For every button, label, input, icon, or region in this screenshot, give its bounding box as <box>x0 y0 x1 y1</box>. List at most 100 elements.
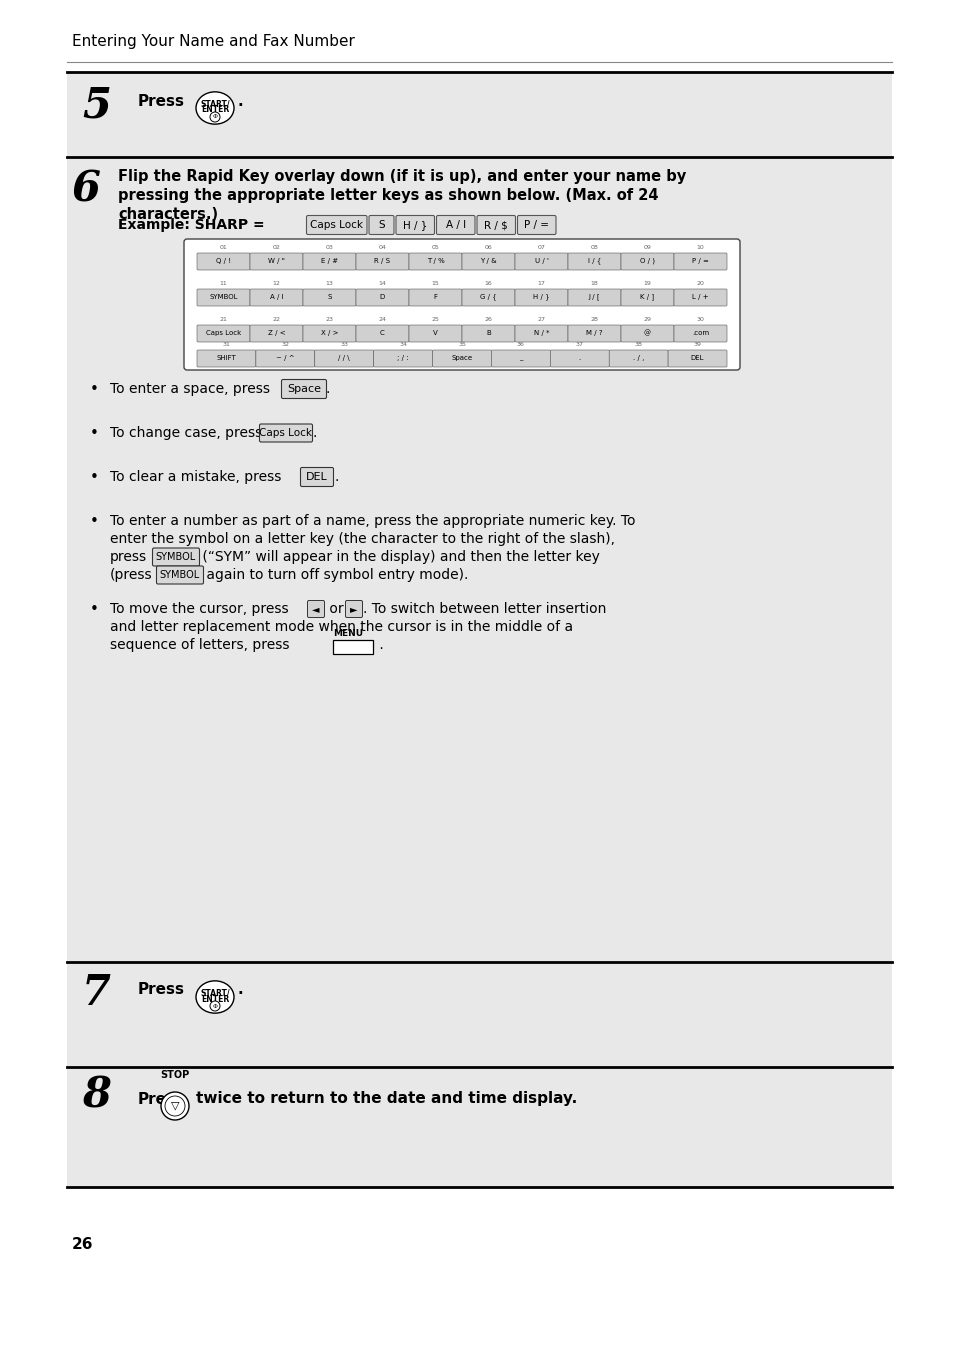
Text: 11: 11 <box>219 281 227 287</box>
Text: 22: 22 <box>273 316 280 322</box>
FancyBboxPatch shape <box>355 289 409 306</box>
Text: or: or <box>325 602 343 617</box>
Text: •: • <box>90 383 99 397</box>
FancyBboxPatch shape <box>461 324 515 342</box>
FancyBboxPatch shape <box>550 350 609 366</box>
Text: 39: 39 <box>693 342 700 347</box>
FancyBboxPatch shape <box>355 324 409 342</box>
Text: 37: 37 <box>576 342 583 347</box>
Text: 03: 03 <box>325 245 334 250</box>
FancyBboxPatch shape <box>303 253 355 270</box>
Text: 36: 36 <box>517 342 524 347</box>
Text: (press: (press <box>110 568 152 581</box>
FancyBboxPatch shape <box>476 215 515 234</box>
Text: 06: 06 <box>484 245 492 250</box>
Circle shape <box>210 112 220 122</box>
Text: 16: 16 <box>484 281 492 287</box>
Text: again to turn off symbol entry mode).: again to turn off symbol entry mode). <box>202 568 468 581</box>
Text: A / I: A / I <box>270 293 283 300</box>
Text: ~ / ^: ~ / ^ <box>275 356 294 361</box>
Text: Caps Lock: Caps Lock <box>259 429 313 438</box>
FancyBboxPatch shape <box>517 215 556 234</box>
Text: Space: Space <box>287 384 320 393</box>
FancyBboxPatch shape <box>620 289 673 306</box>
Text: 18: 18 <box>590 281 598 287</box>
Text: SYMBOL: SYMBOL <box>160 571 200 580</box>
Text: E / #: E / # <box>320 258 337 264</box>
Text: 30: 30 <box>696 316 703 322</box>
FancyBboxPatch shape <box>515 289 567 306</box>
FancyBboxPatch shape <box>300 468 334 487</box>
FancyBboxPatch shape <box>333 639 373 654</box>
FancyBboxPatch shape <box>255 350 314 366</box>
Text: D: D <box>379 293 385 300</box>
Text: 04: 04 <box>378 245 386 250</box>
Text: Flip the Rapid Key overlay down (if it is up), and enter your name by: Flip the Rapid Key overlay down (if it i… <box>118 169 685 184</box>
Text: 21: 21 <box>219 316 227 322</box>
Text: X / >: X / > <box>320 330 338 337</box>
Text: START/: START/ <box>200 988 230 998</box>
FancyBboxPatch shape <box>567 324 620 342</box>
FancyBboxPatch shape <box>567 253 620 270</box>
FancyBboxPatch shape <box>567 289 620 306</box>
FancyBboxPatch shape <box>345 600 362 618</box>
FancyBboxPatch shape <box>307 600 324 618</box>
FancyBboxPatch shape <box>432 350 491 366</box>
Text: 33: 33 <box>340 342 348 347</box>
Circle shape <box>210 1000 220 1011</box>
Text: 25: 25 <box>431 316 439 322</box>
FancyBboxPatch shape <box>620 324 673 342</box>
Text: .: . <box>335 470 339 484</box>
FancyBboxPatch shape <box>314 350 374 366</box>
Text: M / ?: M / ? <box>585 330 602 337</box>
Text: press: press <box>110 550 147 564</box>
Text: 8: 8 <box>82 1073 111 1115</box>
Text: SYMBOL: SYMBOL <box>155 552 196 562</box>
FancyBboxPatch shape <box>515 324 567 342</box>
Text: .: . <box>237 93 243 108</box>
FancyBboxPatch shape <box>156 566 203 584</box>
Text: .: . <box>237 983 243 998</box>
Text: 07: 07 <box>537 245 545 250</box>
Text: H / }: H / } <box>402 220 427 230</box>
Text: •: • <box>90 470 99 485</box>
Text: R / S: R / S <box>375 258 390 264</box>
Text: 19: 19 <box>643 281 651 287</box>
Text: and letter replacement mode when the cursor is in the middle of a: and letter replacement mode when the cur… <box>110 621 573 634</box>
Text: 15: 15 <box>431 281 439 287</box>
Text: 14: 14 <box>378 281 386 287</box>
Text: F: F <box>433 293 437 300</box>
Text: Press: Press <box>138 93 185 108</box>
Text: Φ: Φ <box>213 115 217 119</box>
Text: L / +: L / + <box>692 293 708 300</box>
Text: . / ,: . / , <box>633 356 643 361</box>
Text: DEL: DEL <box>690 356 703 361</box>
Text: SYMBOL: SYMBOL <box>209 293 237 300</box>
Text: Press: Press <box>138 983 185 998</box>
FancyBboxPatch shape <box>303 289 355 306</box>
Text: ENTER: ENTER <box>201 105 229 115</box>
FancyBboxPatch shape <box>395 215 434 234</box>
Text: @: @ <box>643 330 650 337</box>
FancyBboxPatch shape <box>673 289 726 306</box>
Text: 34: 34 <box>398 342 407 347</box>
Text: To enter a number as part of a name, press the appropriate numeric key. To: To enter a number as part of a name, pre… <box>110 514 635 529</box>
Text: A / I: A / I <box>445 220 465 230</box>
Text: •: • <box>90 514 99 529</box>
Text: Z / <: Z / < <box>268 330 285 337</box>
FancyBboxPatch shape <box>250 289 303 306</box>
Circle shape <box>165 1096 185 1115</box>
Text: 26: 26 <box>71 1237 93 1252</box>
Text: Φ: Φ <box>213 1003 217 1009</box>
FancyBboxPatch shape <box>250 253 303 270</box>
Text: C: C <box>379 330 384 337</box>
Text: W / ": W / " <box>268 258 285 264</box>
Text: STOP: STOP <box>160 1069 190 1080</box>
Text: 17: 17 <box>537 281 545 287</box>
Text: 08: 08 <box>590 245 598 250</box>
FancyBboxPatch shape <box>355 253 409 270</box>
Text: 12: 12 <box>273 281 280 287</box>
Text: U / ': U / ' <box>534 258 548 264</box>
Text: 05: 05 <box>431 245 439 250</box>
FancyBboxPatch shape <box>673 253 726 270</box>
